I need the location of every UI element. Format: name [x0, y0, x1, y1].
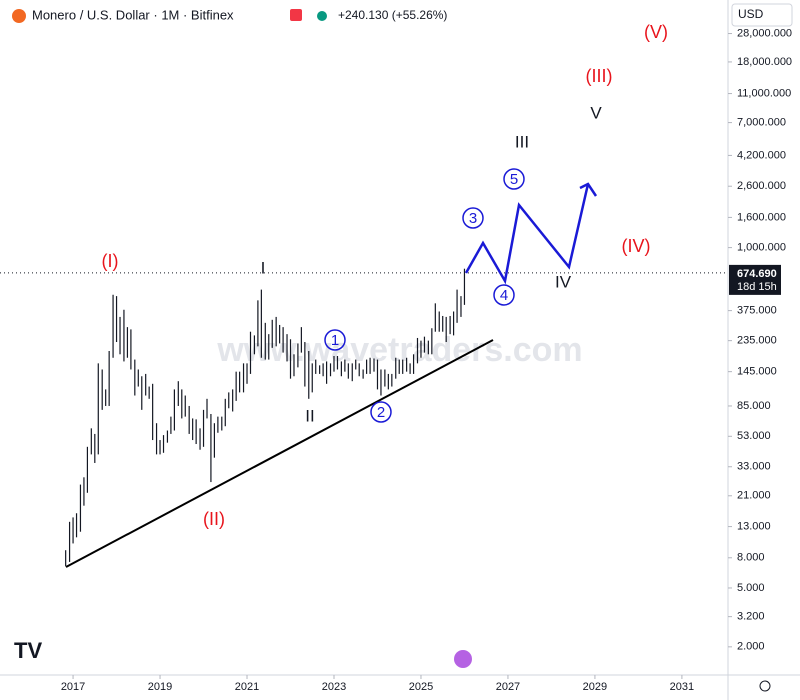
x-tick-label: 2031	[670, 681, 694, 693]
wave-label: 2	[377, 404, 385, 421]
wave-projection	[464, 183, 590, 285]
y-tick-label: 145.000	[737, 366, 777, 378]
y-tick-label: 8.000	[737, 552, 765, 564]
wave-circle	[462, 207, 484, 229]
currency[interactable]: USD	[738, 7, 764, 21]
wave-label: II	[305, 406, 314, 425]
currency-button[interactable]	[731, 3, 793, 27]
wave-label: 1	[331, 332, 339, 349]
wave-circle	[324, 329, 346, 351]
y-tick-label: 3.200	[737, 611, 765, 623]
y-tick-label: 28,000.000	[737, 27, 792, 39]
arrow-head	[579, 182, 598, 197]
y-tick-label: 235.000	[737, 335, 777, 347]
wave-label: (III)	[586, 66, 613, 86]
y-tick-label: 53.000	[737, 430, 771, 442]
wave-circle	[503, 168, 525, 190]
wave-label: V	[590, 103, 602, 122]
wave-label: I	[261, 258, 266, 277]
wave-label: (IV)	[622, 236, 651, 256]
y-tick-label: 2,600.000	[737, 180, 786, 192]
x-tick-label: 2017	[61, 681, 85, 693]
chart-title: Monero / U.S. Dollar · 1M · Bitfinex	[32, 7, 234, 22]
price-label: 674.690	[737, 268, 777, 280]
wave-label: 4	[500, 287, 508, 304]
wave-label: (V)	[644, 22, 668, 42]
y-tick-label: 21.000	[737, 490, 771, 502]
wave-label: (II)	[203, 509, 225, 529]
y-tick-label: 1,600.000	[737, 211, 786, 223]
y-tick-label: 11,000.000	[737, 87, 791, 99]
x-tick-label: 2023	[322, 681, 346, 693]
flag-icon	[290, 9, 302, 21]
y-tick-label: 1,000.000	[737, 242, 786, 254]
y-tick-label: 85.000	[737, 400, 771, 412]
x-tick-label: 2021	[235, 681, 259, 693]
y-tick-label: 5.000	[737, 582, 765, 594]
wave-label: 5	[510, 171, 518, 188]
x-tick-label: 2025	[409, 681, 433, 693]
wave-circle	[493, 284, 515, 306]
logo: TV	[14, 638, 42, 663]
y-tick-label: 18,000.000	[737, 56, 792, 68]
wave-circle	[370, 401, 392, 423]
y-tick-label: 375.000	[737, 305, 777, 317]
wave-label: 3	[469, 210, 477, 227]
y-tick-label: 2.000	[737, 641, 765, 653]
x-tick-label: 2027	[496, 681, 520, 693]
wave-label: IV	[555, 272, 572, 291]
coin-icon	[12, 9, 26, 23]
y-tick-label: 33.000	[737, 461, 771, 473]
status-dot	[317, 11, 327, 21]
wave-label: III	[515, 132, 529, 151]
replay-icon[interactable]	[454, 650, 472, 668]
y-tick-label: 7,000.000	[737, 117, 786, 129]
wave-label: (I)	[102, 251, 119, 271]
y-tick-label: 4,200.000	[737, 149, 786, 161]
price-change: +240.130 (+55.26%)	[338, 8, 447, 22]
countdown: 18d 15h	[737, 281, 777, 293]
trendline	[65, 339, 494, 568]
x-tick-label: 2019	[148, 681, 172, 693]
y-tick-label: 13.000	[737, 520, 771, 532]
settings-icon[interactable]	[759, 680, 771, 692]
x-tick-label: 2029	[583, 681, 607, 693]
price-label-box	[729, 264, 781, 295]
